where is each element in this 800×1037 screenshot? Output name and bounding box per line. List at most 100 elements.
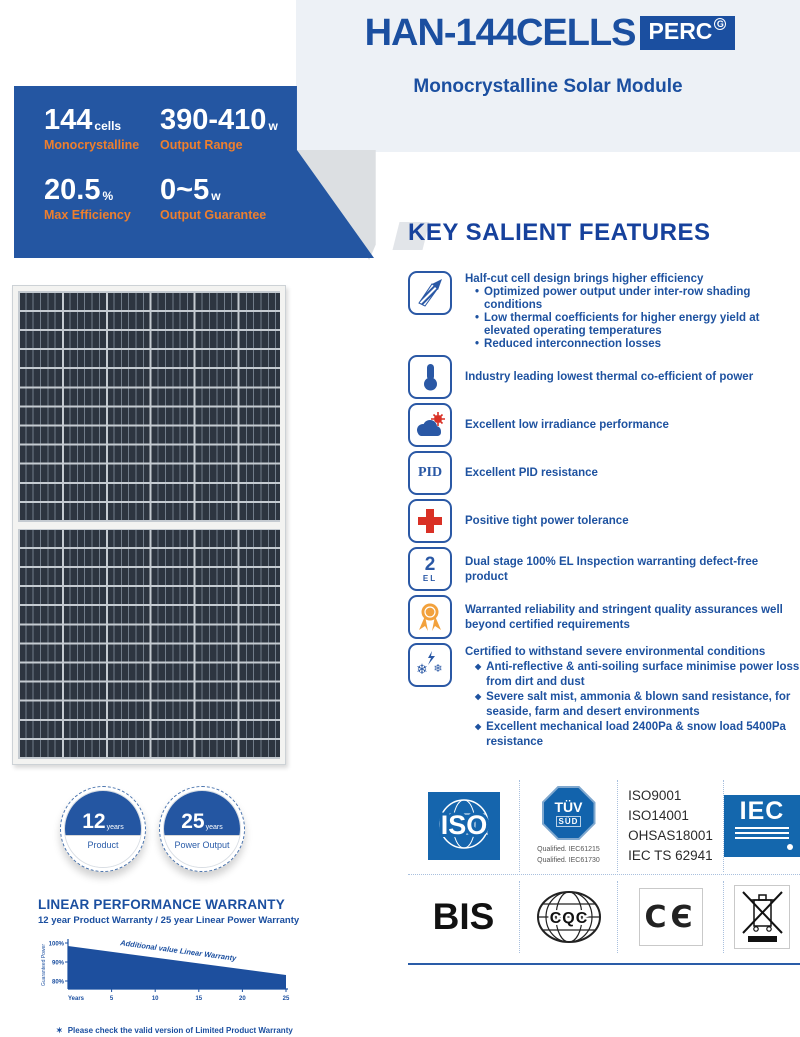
feature-item: Warranted reliability and stringent qual… bbox=[408, 594, 800, 639]
iec-label: IEC bbox=[739, 797, 785, 825]
badge-unit: years bbox=[106, 824, 124, 832]
power-output-warranty-badge: 25 years Power Output bbox=[159, 786, 245, 872]
iso-logo: ISO bbox=[408, 780, 520, 872]
sud-label: SÜD bbox=[555, 815, 582, 827]
key-salient-features-section: KEY SALIENT FEATURES Half-cut cell desig… bbox=[392, 219, 800, 753]
warranty-title: LINEAR PERFORMANCE WARRANTY bbox=[38, 897, 285, 912]
product-title: HAN-144CELLS bbox=[364, 11, 637, 54]
pid-label: PID bbox=[417, 464, 443, 480]
stat-unit: w bbox=[211, 189, 221, 203]
ce-mark: CЄ bbox=[618, 881, 724, 953]
certifications-section: ISO TÜV SÜD Qualified. IEC61215 Qualifie… bbox=[408, 780, 800, 965]
stat-unit: cells bbox=[94, 119, 122, 133]
bullet-icon: • bbox=[475, 311, 480, 324]
stat-unit: w bbox=[268, 119, 278, 133]
qualified-line: Qualified. IEC61215 bbox=[537, 846, 600, 853]
stat-value: 20.5 bbox=[44, 174, 101, 206]
feature-title: Warranted reliability and stringent qual… bbox=[465, 603, 783, 631]
bullet-icon: • bbox=[475, 337, 480, 350]
badge-unit: years bbox=[205, 824, 223, 832]
section-divider bbox=[408, 963, 800, 965]
svg-text:❄: ❄ bbox=[416, 661, 428, 677]
feature-bullet: Severe salt mist, ammonia & blown sand r… bbox=[486, 690, 791, 718]
feature-title: Certified to withstand severe environmen… bbox=[465, 645, 766, 658]
stat-value: 0~5 bbox=[160, 174, 210, 206]
bis-logo: BIS bbox=[408, 881, 520, 953]
feature-item: Half-cut cell design brings higher effic… bbox=[408, 271, 800, 351]
svg-text:Years: Years bbox=[68, 996, 85, 1002]
stat-value: 144 bbox=[44, 104, 93, 136]
solar-panel-image bbox=[12, 285, 286, 765]
svg-text:10: 10 bbox=[152, 996, 159, 1002]
product-warranty-badge: 12 years Product bbox=[60, 786, 146, 872]
svg-text:80%: 80% bbox=[52, 980, 65, 986]
bullet-icon: • bbox=[475, 285, 480, 298]
svg-text:90%: 90% bbox=[52, 961, 65, 967]
perc-badge: PERC G bbox=[639, 16, 736, 50]
stat-value: 390-410 bbox=[160, 104, 267, 136]
feature-item: PID Excellent PID resistance bbox=[408, 450, 800, 495]
standard-item: IEC TS 62941 bbox=[628, 848, 713, 864]
feature-item: 2 EL Dual stage 100% EL Inspection warra… bbox=[408, 546, 800, 591]
feature-bullet: Optimized power output under inter-row s… bbox=[484, 285, 751, 311]
svg-text:❄: ❄ bbox=[433, 663, 442, 675]
el-count-label: 2 bbox=[424, 553, 436, 575]
feature-title: Dual stage 100% EL Inspection warranting… bbox=[465, 555, 759, 583]
qualified-line: Qualified. IEC61730 bbox=[537, 856, 600, 864]
panel-upper-half bbox=[18, 291, 280, 522]
stat-output-range: 390-410 w Output Range bbox=[160, 104, 320, 153]
stat-output-guarantee: 0~5 w Output Guarantee bbox=[160, 174, 320, 223]
panel-lower-half bbox=[18, 528, 280, 759]
cqc-logo: CQC bbox=[520, 881, 618, 953]
svg-text:CQC: CQC bbox=[549, 910, 588, 927]
medal-icon bbox=[408, 594, 452, 639]
stat-unit: % bbox=[102, 189, 114, 203]
badge-value: 25 bbox=[181, 810, 205, 834]
dual-el-icon: 2 EL bbox=[408, 546, 452, 591]
warranty-subtitle: 12 year Product Warranty / 25 year Linea… bbox=[38, 915, 300, 926]
stat-max-efficiency: 20.5 % Max Efficiency bbox=[44, 174, 160, 223]
feature-item: ❄ ❄ Certified to withstand severe enviro… bbox=[408, 642, 800, 750]
feature-item: Industry leading lowest thermal co-effic… bbox=[408, 354, 800, 399]
bullet-icon: ◆ bbox=[475, 661, 482, 671]
cloud-sun-icon bbox=[408, 402, 452, 447]
thermometer-icon bbox=[408, 354, 452, 399]
plus-icon bbox=[408, 498, 452, 543]
svg-text:25: 25 bbox=[283, 996, 290, 1002]
feature-title: Excellent PID resistance bbox=[465, 467, 598, 480]
badge-value: 12 bbox=[82, 810, 106, 834]
badge-label: Power Output bbox=[164, 835, 240, 867]
feature-item: Excellent low irradiance performance bbox=[408, 402, 800, 447]
page-title: HAN-144CELLS PERC G bbox=[300, 8, 800, 58]
warranty-badges: 12 years Product 25 years Power Output bbox=[60, 786, 245, 872]
feature-title: Half-cut cell design brings higher effic… bbox=[465, 273, 704, 285]
svg-text:Guaranteed Power: Guaranteed Power bbox=[41, 944, 47, 986]
warranty-chart: 100% 90% 80% Guaranteed Power Years 5 10… bbox=[41, 938, 290, 1002]
feature-title: Excellent low irradiance performance bbox=[465, 419, 669, 432]
weee-bin-icon bbox=[724, 881, 800, 953]
tuv-label: TÜV bbox=[554, 798, 583, 815]
svg-text:20: 20 bbox=[239, 996, 246, 1002]
stat-label: Monocrystalline bbox=[44, 138, 140, 152]
el-label: EL bbox=[422, 573, 438, 583]
tuv-sud-logo: TÜV SÜD Qualified. IEC61215 Qualified. I… bbox=[520, 780, 618, 872]
svg-text:100%: 100% bbox=[49, 942, 65, 948]
pid-icon: PID bbox=[408, 450, 452, 495]
perc-label: PERC bbox=[648, 18, 713, 45]
badge-label: Product bbox=[65, 835, 141, 867]
iec-logo: IEC bbox=[724, 780, 800, 872]
product-subtitle: Monocrystalline Solar Module bbox=[413, 76, 683, 97]
half-cut-cell-icon bbox=[408, 271, 452, 315]
warranty-footnote: ✶ Please check the valid version of Limi… bbox=[56, 1026, 293, 1035]
section-heading: KEY SALIENT FEATURES bbox=[408, 219, 711, 246]
bullet-icon: ◆ bbox=[475, 721, 482, 731]
feature-bullet: Low thermal coefficients for higher ener… bbox=[484, 311, 760, 337]
standards-list: ISO9001 ISO14001 OHSAS18001 IEC TS 62941 bbox=[618, 780, 724, 872]
svg-text:15: 15 bbox=[195, 996, 202, 1002]
svg-text:5: 5 bbox=[110, 996, 114, 1002]
stat-label: Output Range bbox=[160, 138, 243, 152]
stat-label: Max Efficiency bbox=[44, 208, 131, 222]
weather-resistance-icon: ❄ ❄ bbox=[408, 642, 452, 687]
linear-performance-warranty-section: LINEAR PERFORMANCE WARRANTY 12 year Prod… bbox=[38, 897, 318, 1035]
